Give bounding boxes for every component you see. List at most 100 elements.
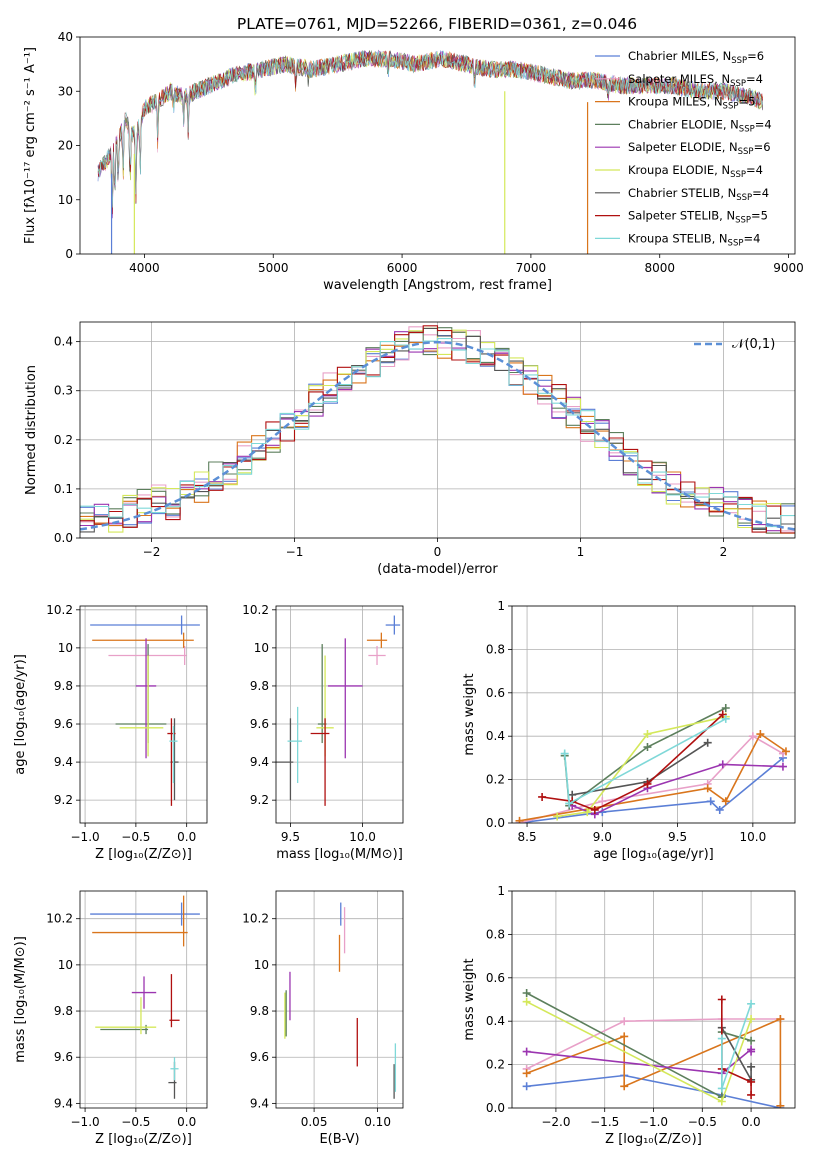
x-tick-label: 9.5 [281,830,300,844]
clipped-data [284,902,397,1099]
plus-marker [747,1036,756,1045]
x-tick-label: −2.0 [541,1115,570,1129]
legend: 𝒩(0,1) [694,337,775,352]
histogram-kroupa-stelib [80,338,795,528]
y-tick-label: 9.6 [250,717,269,731]
plus-marker [721,714,730,723]
y-tick-label: 10.2 [46,912,73,926]
y-tick-label: 9.2 [54,793,73,807]
clipped-data [522,988,785,1108]
y-tick-label: 10 [58,958,73,972]
panel-3: −1.0 −0.5 0.0 9.2 9.4 9.6 9.8 10 10.2 Z [log₁₀(Z/… [13,603,208,862]
y-tick-label: 0.6 [486,971,505,985]
plus-marker [717,1097,726,1106]
legend-entry: 𝒩(0,1) [732,337,775,352]
x-tick-label: 2 [720,545,728,559]
spectrum-line-kroupa-stelib [97,50,763,208]
plus-marker [747,1077,756,1086]
y-tick-label: 0.3 [54,384,73,398]
plot-area [80,322,795,539]
y-tick-label: 9.4 [250,755,269,769]
plus-marker [748,732,757,741]
plus-marker [643,743,652,752]
axes-frame [79,321,796,539]
plus-marker [747,1047,756,1056]
x-tick-label: −1.0 [71,1115,100,1129]
y-tick-label: 0.0 [54,531,73,545]
panel-1: 4000 5000 6000 7000 8000 9000 0 10 20 30 40 wavelen… [23,30,804,293]
plus-marker [703,784,712,793]
y-tick-label: 9.2 [250,793,269,807]
y-tick-label: 30 [58,84,73,98]
y-tick-label: 10.2 [46,603,73,617]
y-axis-label: mass [log₁₀(M/M⊙)] [13,936,28,1063]
plus-marker [756,730,765,739]
panel-8: −2.0 −1.5 −1.0 −0.5 0.0 0.0 0.2 0.4 0.6 0.8 1 Z [lo… [462,884,796,1147]
plus-marker [717,1084,726,1093]
plus-marker [747,1062,756,1071]
x-tick-label: 6000 [387,261,418,275]
plot-area [80,606,207,823]
x-tick-label: −1.5 [590,1115,619,1129]
y-tick-label: 10.2 [242,912,269,926]
x-tick-label: 8.5 [518,830,537,844]
x-axis-label: Z [log₁₀(Z/Z⊙)] [605,1132,702,1147]
y-tick-label: 9.4 [54,755,73,769]
x-axis-label: Z [log₁₀(Z/Z⊙)] [95,1132,192,1147]
legend: Chabrier MILES, NSSP=6 Salpeter MILES, NS… [595,49,772,248]
x-tick-label: 0.0 [742,1115,761,1129]
panel-4: 9.5 10.0 9.2 9.4 9.6 9.8 10 10.2 mass [log₁₀(M/M… [242,603,404,862]
y-tick-label: 1 [497,884,505,898]
panel-7: 0.05 0.10 9.4 9.6 9.8 10 10.2 E(B-V) [242,890,404,1147]
plus-marker [747,999,756,1008]
y-tick-label: 9.8 [54,679,73,693]
x-tick-label: −0.5 [688,1115,717,1129]
y-tick-label: 0.2 [486,1058,505,1072]
figure-title: PLATE=0761, MJD=52266, FIBERID=0361, z=0… [237,15,637,33]
y-tick-label: 1 [497,599,505,613]
plus-marker [718,710,727,719]
axes-frame [511,605,796,824]
legend-entry: Chabrier MILES, NSSP=6 [628,49,764,66]
y-tick-label: 9.8 [250,679,269,693]
panel-2: −2 −1 0 1 2 0.0 0.1 0.2 0.3 0.4 (data-model)/error… [24,321,796,577]
x-tick-label: 7000 [516,261,547,275]
plus-marker [590,805,599,814]
plus-marker [703,738,712,747]
x-tick-label: 0.0 [177,830,196,844]
plus-marker [620,1082,629,1091]
plus-marker [538,792,547,801]
x-tick-label: 0.10 [364,1115,391,1129]
x-tick-label: 8000 [644,261,675,275]
plus-marker [717,995,726,1004]
axes-frame [79,890,208,1109]
x-tick-label: 10.0 [739,830,766,844]
plus-marker [565,799,574,808]
x-axis-label: (data-model)/error [377,562,498,577]
clipped-data [97,49,763,254]
plus-marker [515,816,524,823]
legend-entry: Kroupa ELODIE, NSSP=4 [628,163,763,180]
x-tick-label: −1.0 [71,830,100,844]
clipped-data [90,615,200,806]
x-tick-label: −2 [143,545,161,559]
x-tick-label: 9.5 [668,830,687,844]
plus-marker [718,760,727,769]
axes-frame [79,36,796,255]
y-tick-label: 9.6 [54,1050,73,1064]
plus-marker [620,1032,629,1041]
y-tick-label: 9.8 [250,1004,269,1018]
plus-marker [721,797,730,806]
y-tick-label: 0.6 [486,686,505,700]
x-tick-label: 9000 [773,261,804,275]
legend-entry: Salpeter MILES, NSSP=4 [628,72,763,89]
legend-entry: Chabrier STELIB, NSSP=4 [628,186,769,203]
clipped-data [90,895,200,1099]
x-tick-label: 9.0 [593,830,612,844]
plot-area [276,891,403,1108]
plus-marker [715,805,724,814]
plus-marker [598,797,607,806]
x-tick-label: 1 [577,545,585,559]
